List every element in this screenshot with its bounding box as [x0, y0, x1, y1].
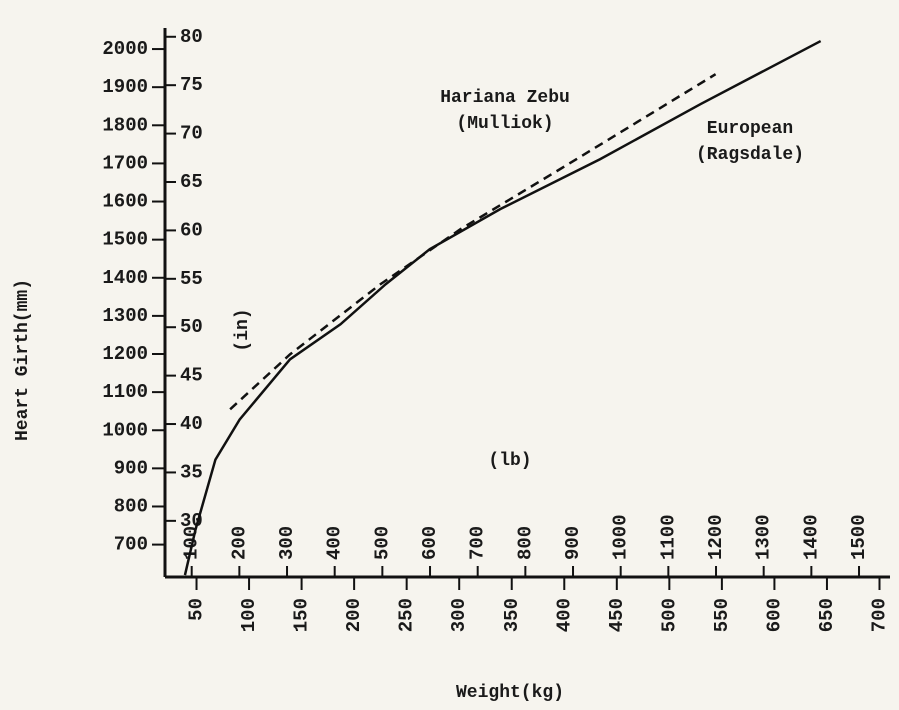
x2-tick-label: 900 — [562, 526, 584, 560]
y2-tick-label: 50 — [180, 316, 203, 338]
x2-tick-label: 400 — [324, 526, 346, 560]
y-tick-label: 1300 — [102, 305, 148, 327]
x-tick-label: 350 — [501, 598, 523, 632]
x-tick-label: 700 — [869, 598, 891, 632]
y2-axis-label: (in) — [233, 308, 253, 351]
x-tick-label: 400 — [553, 598, 575, 632]
x2-tick-label: 200 — [228, 526, 250, 560]
x2-tick-label: 1000 — [610, 514, 632, 560]
x2-tick-label: 1100 — [657, 514, 679, 560]
y2-tick-label: 35 — [180, 461, 203, 483]
y-tick-label: 1600 — [102, 191, 148, 213]
y2-tick-label: 45 — [180, 365, 203, 387]
y-tick-label: 1400 — [102, 267, 148, 289]
y2-tick-label: 70 — [180, 123, 203, 145]
y-tick-label: 1900 — [102, 76, 148, 98]
y-tick-label: 700 — [114, 534, 148, 556]
series-label: European(Ragsdale) — [696, 119, 804, 165]
y-tick-label: 800 — [114, 495, 148, 517]
x-tick-label: 250 — [396, 598, 418, 632]
y2-tick-label: 75 — [180, 74, 203, 96]
x-tick-label: 50 — [186, 598, 208, 621]
y-axis-label: Heart Girth(mm) — [13, 279, 33, 441]
y-tick-label: 1200 — [102, 343, 148, 365]
x2-tick-label: 600 — [419, 526, 441, 560]
x2-tick-label: 1300 — [753, 514, 775, 560]
x2-tick-label: 1400 — [800, 514, 822, 560]
x-tick-label: 150 — [291, 598, 313, 632]
x2-tick-label: 300 — [276, 526, 298, 560]
x2-tick-label: 800 — [514, 526, 536, 560]
x-tick-label: 500 — [658, 598, 680, 632]
chart: Weight(kg) Heart Girth(mm) (lb) (in) 700… — [0, 0, 899, 710]
y-tick-label: 1100 — [102, 381, 148, 403]
x-axis-label: Weight(kg) — [456, 683, 564, 703]
x-tick-label: 300 — [448, 598, 470, 632]
x-tick-label: 450 — [606, 598, 628, 632]
y-tick-label: 1800 — [102, 114, 148, 136]
x2-tick-label: 500 — [371, 526, 393, 560]
y2-tick-label: 65 — [180, 171, 203, 193]
x-tick-label: 650 — [816, 598, 838, 632]
x-tick-label: 550 — [711, 598, 733, 632]
y2-tick-label: 40 — [180, 413, 203, 435]
x2-tick-label: 1200 — [705, 514, 727, 560]
y-tick-label: 1700 — [102, 152, 148, 174]
y-tick-label: 1500 — [102, 229, 148, 251]
series-label: Hariana Zebu(Mulliok) — [440, 88, 570, 134]
x2-tick-label: 1500 — [848, 514, 870, 560]
x2-axis-label: (lb) — [488, 451, 531, 471]
x-tick-label: 200 — [343, 598, 365, 632]
y-tick-label: 900 — [114, 457, 148, 479]
x2-tick-label: 700 — [467, 526, 489, 560]
y2-tick-label: 80 — [180, 26, 203, 48]
y-tick-label: 2000 — [102, 38, 148, 60]
y-tick-label: 1000 — [102, 419, 148, 441]
x-tick-label: 100 — [238, 598, 260, 632]
y2-tick-label: 55 — [180, 268, 203, 290]
y2-tick-label: 60 — [180, 219, 203, 241]
x-tick-label: 600 — [763, 598, 785, 632]
